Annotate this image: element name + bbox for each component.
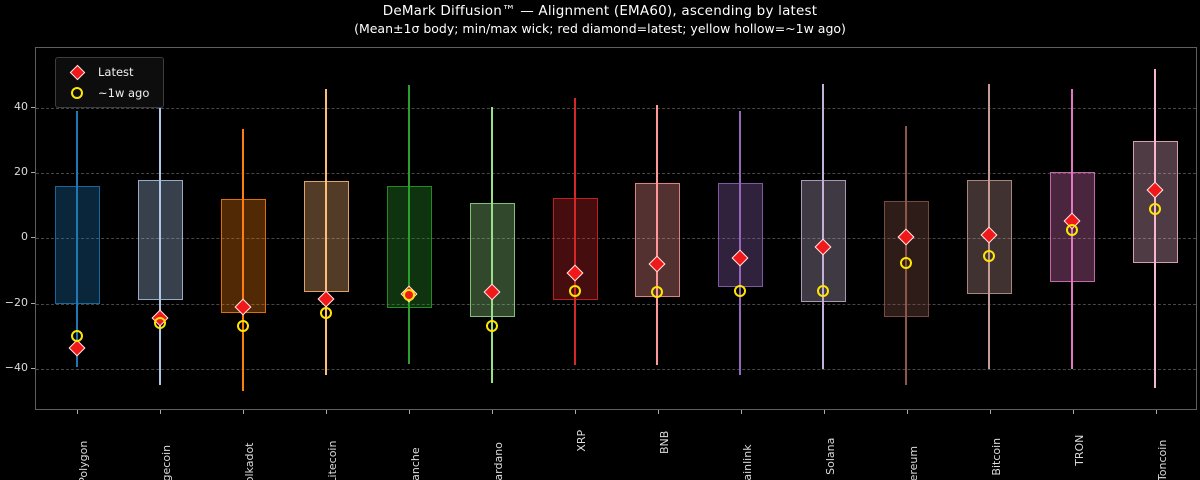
minmax-wick-bnb — [656, 104, 659, 366]
legend: Latest ~1w ago — [55, 57, 165, 108]
x-tick-label-avalanche: Avalanche — [408, 447, 422, 480]
legend-label-week-ago: ~1w ago — [98, 86, 150, 100]
y-tick-label-20: 20 — [14, 165, 28, 179]
x-tick-mark — [574, 410, 576, 414]
yellow-hollow-circle-icon — [65, 87, 89, 99]
y-tick-mark — [31, 107, 35, 109]
week-ago-circle-xrp — [568, 284, 581, 297]
x-axis-labels: Polygon Dogecoin Polkadot Litecoin Avalanche… — [35, 411, 1197, 480]
x-tick-label-solana: Solana — [823, 437, 837, 475]
legend-item-week-ago: ~1w ago — [65, 86, 149, 100]
legend-item-latest: Latest — [65, 64, 149, 80]
x-tick-mark — [823, 410, 825, 414]
y-tick-label--40: −40 — [4, 360, 28, 374]
minmax-wick-litecoin — [325, 88, 327, 376]
x-tick-label-tron: TRON — [1072, 434, 1086, 466]
week-ago-circle-polkadot — [237, 320, 250, 333]
x-tick-mark — [989, 410, 991, 414]
x-tick-mark — [325, 410, 327, 414]
plot-area: Latest ~1w ago — [35, 47, 1197, 410]
week-ago-circle-bitcoin — [982, 250, 995, 263]
y-tick-mark — [31, 302, 35, 304]
x-tick-label-xrp: XRP — [574, 429, 588, 452]
week-ago-circle-avalanche — [402, 289, 415, 302]
x-tick-mark — [159, 410, 161, 414]
gridline-y-0 — [36, 238, 1196, 240]
x-tick-label-ethereum: Ethereum — [906, 445, 920, 480]
x-tick-label-bitcoin: Bitcoin — [989, 437, 1003, 476]
gridline-y-40 — [36, 108, 1196, 110]
x-tick-label-dogecoin: Dogecoin — [159, 444, 173, 480]
week-ago-circle-polygon — [71, 330, 84, 343]
week-ago-circle-ethereum — [900, 256, 912, 269]
minmax-wick-xrp — [573, 98, 576, 366]
chart-subtitle: (Mean±1σ body; min/max wick; red diamond… — [354, 21, 846, 36]
chart-title: DeMark Diffusion™ — Alignment (EMA60), a… — [382, 3, 818, 19]
x-tick-label-bnb: BNB — [657, 430, 671, 454]
gridline-y--20 — [36, 303, 1196, 305]
y-tick-mark — [31, 172, 35, 174]
minmax-wick-cardano — [490, 106, 493, 384]
minmax-wick-ethereum — [905, 126, 907, 385]
x-tick-label-polkadot: Polkadot — [242, 442, 256, 480]
minmax-wick-polygon — [76, 111, 79, 368]
week-ago-circle-chainlink — [734, 284, 747, 297]
x-tick-mark — [76, 410, 78, 414]
week-ago-circle-solana — [817, 284, 830, 297]
minmax-wick-dogecoin — [159, 98, 162, 385]
minmax-wick-solana — [822, 83, 825, 369]
week-ago-circle-toncoin — [1148, 203, 1161, 216]
y-tick-mark — [31, 237, 35, 239]
minmax-wick-avalanche — [407, 85, 410, 364]
minmax-wick-bitcoin — [987, 83, 990, 369]
x-tick-mark — [906, 410, 908, 414]
x-tick-mark — [1072, 410, 1074, 414]
x-tick-label-toncoin: Toncoin — [1155, 439, 1169, 480]
minmax-wick-toncoin — [1153, 69, 1156, 389]
gridline-y--40 — [36, 368, 1196, 370]
minmax-wick-chainlink — [739, 111, 742, 376]
gridline-y-20 — [36, 173, 1196, 175]
x-tick-label-chainlink: Chainlink — [740, 444, 754, 480]
week-ago-circle-tron — [1065, 224, 1078, 237]
legend-label-latest: Latest — [98, 65, 134, 79]
x-tick-mark — [491, 410, 493, 414]
x-tick-label-litecoin: Litecoin — [325, 440, 339, 480]
y-tick-mark — [31, 367, 35, 369]
x-tick-label-cardano: Cardano — [491, 442, 505, 480]
y-tick-label-40: 40 — [14, 100, 28, 114]
latest-diamond-litecoin — [317, 290, 335, 308]
week-ago-circle-bnb — [651, 286, 664, 299]
red-diamond-icon — [65, 64, 89, 80]
x-tick-mark — [657, 410, 659, 414]
y-tick-label--20: −20 — [4, 295, 28, 309]
week-ago-circle-cardano — [485, 320, 498, 333]
x-tick-mark — [740, 410, 742, 414]
x-tick-label-polygon: Polygon — [76, 440, 90, 480]
y-tick-label-0: 0 — [21, 230, 28, 244]
x-tick-mark — [1155, 410, 1157, 414]
week-ago-circle-dogecoin — [154, 317, 167, 330]
week-ago-circle-litecoin — [320, 307, 332, 320]
x-tick-mark — [242, 410, 244, 414]
x-tick-mark — [408, 410, 410, 414]
minmax-wick-polkadot — [242, 129, 245, 392]
